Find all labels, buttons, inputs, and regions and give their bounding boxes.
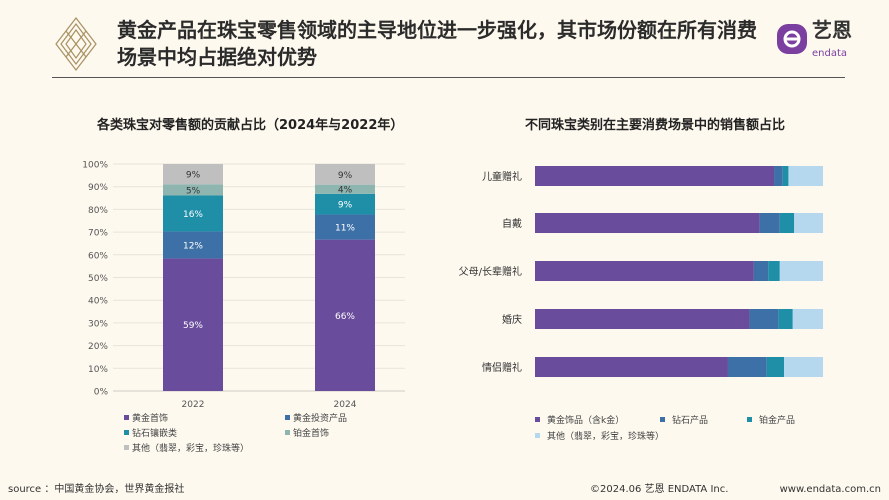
bar-segment (784, 357, 823, 377)
data-label: 12% (183, 241, 203, 251)
data-label: 9% (338, 201, 353, 211)
bar-segment (163, 231, 223, 259)
y-tick-label: 100% (82, 161, 108, 171)
data-label: 9% (338, 171, 353, 181)
legend-label: 其他（翡翠，彩宝，珍珠等） (132, 442, 249, 454)
legend-label: 铂金产品 (759, 414, 795, 426)
y-tick-label: 30% (88, 319, 108, 329)
left-chart-title: 各类珠宝对零售额的贡献占比（2024年与2022年） (97, 118, 404, 133)
bar-segment (792, 309, 823, 329)
bar-segment (535, 261, 754, 281)
left-stacked-bar-chart: 0% 10% 20% 30% 40% 50% 60% 70% 80% 90% 100% 59% 12% 1… (82, 161, 405, 454)
legend-label: 黄金饰品（含k金） (547, 414, 624, 426)
bar-segment (766, 357, 785, 377)
bar-segment (794, 213, 823, 233)
bar-segment (727, 357, 767, 377)
bar-segment (315, 193, 375, 215)
bar-segment (753, 261, 769, 281)
y-tick-label: 80% (88, 206, 108, 216)
y-tick-label: 60% (88, 251, 108, 261)
data-label: 66% (335, 312, 355, 322)
bar-segment (535, 213, 760, 233)
legend-swatch (124, 445, 129, 450)
brand-name-cn: 艺恩 (812, 18, 852, 42)
bar-segment (163, 258, 223, 391)
legend-label: 其他（翡翠，彩宝，珍珠等） (547, 430, 664, 442)
bar-segment (315, 239, 375, 391)
bar-segment (535, 166, 775, 186)
bar-segment (315, 184, 375, 194)
category-label: 情侣赠礼 (482, 361, 522, 374)
bar-segment (788, 166, 823, 186)
legend-swatch (124, 430, 129, 435)
bar-segment (315, 214, 375, 240)
bar-segment (778, 309, 793, 329)
y-tick-label: 40% (88, 297, 108, 307)
bar-segment (749, 309, 779, 329)
x-tick-label: 2022 (182, 400, 205, 410)
y-tick-label: 0% (94, 388, 109, 398)
data-label: 9% (186, 171, 201, 181)
page-title: 黄金产品在珠宝零售领域的主导地位进一步强化，其市场份额在所有消费场景中均占据绝对… (117, 18, 757, 69)
bar-segment (163, 184, 223, 196)
header-divider (52, 77, 845, 78)
y-tick-label: 50% (88, 274, 108, 284)
bar-segment (163, 195, 223, 232)
bar-segment (315, 164, 375, 185)
legend-label: 黄金首饰 (132, 412, 168, 424)
bar-segment (163, 164, 223, 185)
legend-swatch (747, 417, 752, 422)
website-link[interactable]: www.endata.com.cn (779, 484, 881, 495)
data-label: 5% (186, 186, 201, 196)
category-label: 儿童赠礼 (482, 170, 522, 183)
y-tick-label: 10% (88, 365, 108, 375)
category-label: 父母/长辈赠礼 (459, 265, 522, 278)
source-note: source ：中国黄金协会，世界黄金报社 (8, 484, 185, 495)
right-chart-title: 不同珠宝类别在主要消费场景中的销售额占比 (525, 118, 786, 133)
legend-label: 铂金首饰 (293, 427, 329, 439)
legend-swatch (285, 415, 290, 420)
bar-segment (535, 309, 750, 329)
data-label: 4% (338, 186, 353, 196)
legend-swatch (285, 430, 290, 435)
legend-swatch (535, 417, 540, 422)
legend-label: 钻石产品 (672, 414, 708, 426)
bar-segment (535, 357, 728, 377)
bar-segment (774, 166, 783, 186)
category-label: 婚庆 (502, 313, 522, 326)
data-label: 59% (183, 321, 203, 331)
bar-segment (768, 261, 780, 281)
x-tick-label: 2024 (334, 400, 357, 410)
category-label: 自戴 (502, 217, 522, 230)
data-label: 11% (335, 224, 355, 234)
legend-label: 钻石镶嵌类 (132, 427, 177, 439)
y-tick-label: 20% (88, 342, 108, 352)
legend-swatch (660, 417, 665, 422)
copyright: ©2024.06 艺恩 ENDATA Inc. (590, 484, 729, 495)
bar-segment (782, 166, 789, 186)
bar-segment (759, 213, 780, 233)
bar-segment (779, 261, 823, 281)
y-tick-label: 70% (88, 229, 108, 239)
bar-segment (779, 213, 795, 233)
endata-logo-icon (777, 24, 807, 54)
legend-swatch (124, 415, 129, 420)
y-tick-label: 90% (88, 183, 108, 193)
diamond-logo-icon (55, 17, 97, 71)
legend-swatch (535, 433, 540, 438)
data-label: 16% (183, 210, 203, 220)
legend-label: 黄金投资产品 (293, 412, 347, 424)
brand-name-en: endata (812, 48, 848, 59)
